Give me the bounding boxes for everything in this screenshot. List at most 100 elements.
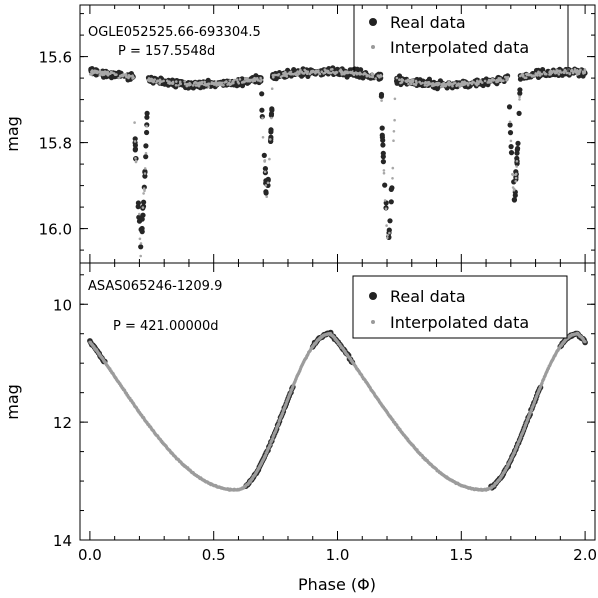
interpolated-data-point (175, 80, 178, 83)
interpolated-data-point (144, 151, 148, 155)
interpolated-data-point (317, 71, 321, 74)
interpolated-data-point (538, 71, 542, 75)
x-tick-label: 0.0 (78, 546, 102, 564)
interpolated-data-point (276, 422, 281, 426)
interpolated-data-point (270, 87, 274, 90)
real-data-point (268, 127, 274, 133)
interpolated-data-point (371, 72, 375, 76)
interpolated-data-point (302, 72, 306, 75)
interpolated-data-point (448, 83, 451, 87)
interpolated-data-point (232, 81, 235, 85)
top-panel: 15.615.816.0 mag OGLE052525.66-693304.5 … (3, 4, 596, 264)
interpolated-data-point (393, 97, 397, 101)
interpolated-data-point (355, 71, 358, 75)
interpolated-data-point (511, 186, 515, 189)
interpolated-data-point (398, 78, 401, 81)
real-data-point (138, 244, 144, 250)
interpolated-data-point (158, 80, 162, 84)
interpolated-data-point (206, 82, 210, 86)
interpolated-data-point (400, 80, 404, 84)
interpolated-data-point (328, 71, 332, 75)
interpolated-data-point (382, 169, 386, 172)
interpolated-data-point (575, 69, 579, 73)
interpolated-data-point (414, 83, 418, 87)
interpolated-data-point (323, 71, 327, 75)
interpolated-data-point (446, 81, 450, 85)
real-data-point (140, 212, 146, 218)
x-axis-title: Phase (Φ) (298, 575, 376, 594)
x-tick-label: 0.5 (202, 546, 226, 564)
bottom-data-points (87, 329, 588, 492)
interpolated-data-point (340, 73, 344, 76)
interpolated-data-point (183, 82, 187, 86)
interpolated-data-point (555, 70, 558, 73)
interpolated-data-point (392, 130, 396, 133)
interpolated-data-point (515, 160, 519, 163)
interpolated-data-point (228, 79, 232, 82)
real-data-point (394, 78, 400, 84)
interpolated-data-point (243, 80, 247, 83)
interpolated-data-point (404, 79, 408, 83)
real-data-point (382, 182, 388, 188)
interpolated-data-point (478, 80, 482, 83)
real-data-point (511, 197, 517, 203)
interpolated-data-point (142, 192, 145, 195)
interpolated-data-point (514, 173, 517, 176)
real-data-point (344, 74, 350, 80)
interpolated-data-point (436, 81, 440, 85)
interpolated-data-point (187, 83, 190, 87)
interpolated-data-point (455, 84, 458, 88)
real-data-point (143, 154, 149, 160)
interpolated-data-point (96, 71, 99, 75)
interpolated-data-point (509, 139, 513, 143)
interpolated-data-point (237, 82, 240, 85)
interpolated-data-point (410, 82, 413, 86)
real-data-point (515, 140, 521, 146)
interpolated-data-point (284, 72, 287, 76)
interpolated-data-point (444, 84, 447, 88)
interpolated-data-point (131, 77, 134, 80)
interpolated-data-point (268, 157, 271, 161)
bottom-legend-box (352, 275, 568, 339)
interpolated-data-point (477, 82, 480, 85)
interpolated-data-point (518, 95, 521, 99)
interpolated-data-point (557, 73, 561, 76)
interpolated-data-point (362, 73, 365, 76)
interpolated-data-point (498, 78, 502, 81)
interpolated-data-point (395, 76, 399, 80)
real-data-point (261, 152, 267, 158)
interpolated-data-point (571, 71, 575, 75)
real-data-point (143, 143, 149, 149)
interpolated-data-point (99, 73, 102, 76)
interpolated-data-point (425, 84, 429, 87)
real-data-point (269, 106, 275, 112)
interpolated-data-point (215, 82, 218, 86)
interpolated-data-point (264, 184, 268, 187)
x-axis: 0.0 0.5 1.0 1.5 2.0 (78, 5, 597, 564)
interpolated-data-point (108, 72, 112, 75)
bottom-y-axis: 10 12 14 (53, 274, 595, 550)
interpolated-data-point (204, 84, 208, 87)
interpolated-data-point (452, 82, 455, 85)
interpolated-data-point (368, 75, 372, 78)
interpolated-data-point (544, 72, 547, 76)
interpolated-data-point (198, 81, 202, 84)
interpolated-data-point (466, 82, 469, 85)
interpolated-data-point (145, 124, 148, 128)
interpolated-data-point (122, 73, 125, 76)
interpolated-data-point (150, 79, 153, 83)
top-legend-real-label: Real data (390, 13, 466, 32)
interpolated-data-point (194, 84, 198, 87)
interpolated-data-point (296, 70, 300, 73)
interpolated-data-point (514, 176, 518, 180)
interpolated-data-point (179, 82, 182, 86)
interpolated-data-point (134, 157, 137, 160)
top-y-axis-title: mag (3, 116, 22, 152)
interpolated-data-point (188, 81, 191, 85)
real-data-point (138, 226, 144, 233)
real-data-point (434, 86, 440, 92)
interpolated-data-point (174, 84, 178, 87)
interpolated-data-point (198, 83, 201, 86)
real-data-point (514, 161, 520, 167)
interpolated-data-point (386, 236, 389, 240)
